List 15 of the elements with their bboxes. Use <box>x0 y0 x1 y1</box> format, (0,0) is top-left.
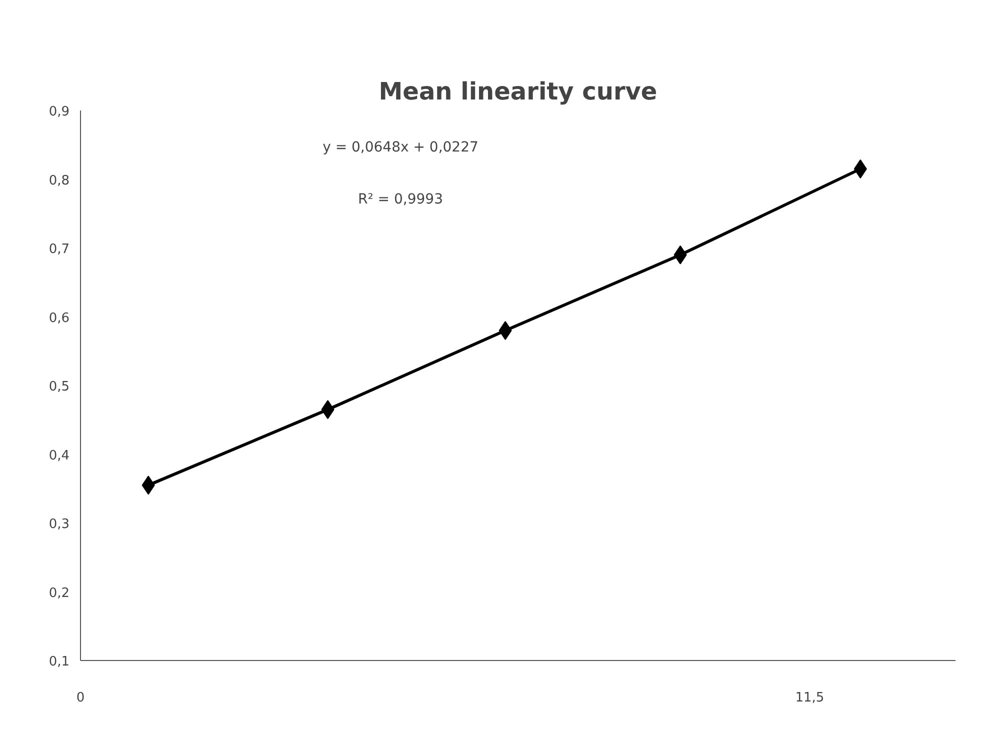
chart-title: Mean linearity curve <box>378 78 658 106</box>
y-tick-label: 0,7 <box>48 242 70 257</box>
annotation: R² = 0,9993 <box>358 192 443 208</box>
y-tick-label: 0,1 <box>48 654 70 670</box>
y-tick-label: 0,5 <box>48 380 70 394</box>
y-tick-label: 0,2 <box>48 586 70 601</box>
x-tick-label: 0 <box>76 690 85 706</box>
x-tick-label: 11,5 <box>795 690 824 706</box>
y-tick-label: 0,4 <box>48 448 70 464</box>
y-tick-label: 0,3 <box>48 517 70 532</box>
y-tick-label: 0,9 <box>48 104 70 120</box>
annotation: y = 0,0648x + 0,0227 <box>322 140 478 156</box>
y-tick-label: 0,8 <box>48 173 70 188</box>
y-tick-label: 0,6 <box>48 310 70 326</box>
point <box>498 321 512 340</box>
